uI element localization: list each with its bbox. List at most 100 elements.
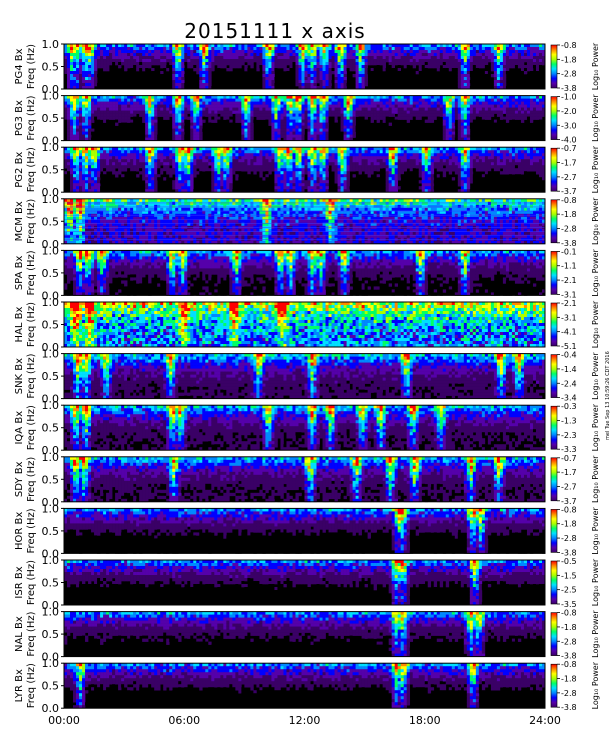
side-note: mel Tue Sep 13 10:59:26 CDT 2016 <box>605 351 611 440</box>
colorbar-tick-label: -1.3 <box>561 417 577 426</box>
y-tick-label: 0.5 <box>42 422 60 435</box>
colorbar-label: Log₁₀ Power <box>591 197 600 245</box>
colorbar-tick-label: -0.7 <box>561 144 577 153</box>
colorbar-tick-label: -0.7 <box>561 454 577 463</box>
y-tick-label: 1.0 <box>42 606 60 619</box>
colorbar-label: Log₁₀ Power <box>591 558 600 606</box>
y-tick-label: 0.5 <box>42 319 60 332</box>
colorbar-tick-label: -2.3 <box>561 431 577 440</box>
colorbar-label: Log₁₀ Power <box>591 352 600 400</box>
x-tick-label: 24:00 <box>529 714 561 727</box>
colorbar-tick-label: -2.8 <box>561 70 577 79</box>
x-tick-label: 18:00 <box>409 714 441 727</box>
y-tick-label: 1.0 <box>42 244 60 257</box>
colorbar-tick-label: -1.7 <box>561 468 577 477</box>
colorbar-tick-label: -0.8 <box>561 660 577 669</box>
freq-axis-label: Freq (Hz) <box>26 199 37 244</box>
station-label: PG3 Bx <box>14 100 25 136</box>
y-tick-label: 1.0 <box>42 193 60 206</box>
station-label: SDY Bx <box>14 461 25 497</box>
freq-axis-label: Freq (Hz) <box>26 95 37 140</box>
station-label: SPA Bx <box>14 256 25 291</box>
colorbar-tick-label: -2.1 <box>561 299 577 308</box>
colorbar-tick-label: -1.8 <box>561 520 577 529</box>
colorbar-tick-label: -0.4 <box>561 351 577 360</box>
colorbar <box>551 613 557 656</box>
colorbar-tick-label: -0.8 <box>561 41 577 50</box>
y-tick-label: 1.0 <box>42 141 60 154</box>
colorbar-label: Log₁₀ Power <box>591 300 600 348</box>
colorbar-tick-label: -2.7 <box>561 482 577 491</box>
station-label: PG4 Bx <box>14 48 25 84</box>
freq-axis-label: Freq (Hz) <box>26 611 37 656</box>
freq-axis-label: Freq (Hz) <box>26 663 37 708</box>
colorbar <box>551 45 557 88</box>
station-label: ISR Bx <box>14 566 25 598</box>
colorbar-tick-label: -0.5 <box>561 557 577 566</box>
colorbar-tick-label: -1.8 <box>561 623 577 632</box>
colorbar-tick-label: -1.8 <box>561 675 577 684</box>
colorbar-tick-label: -1.1 <box>561 262 577 271</box>
colorbar <box>551 251 557 294</box>
freq-axis-label: Freq (Hz) <box>26 147 37 192</box>
colorbar-tick-label: -1.0 <box>561 93 577 102</box>
colorbar-tick-label: -2.8 <box>561 689 577 698</box>
colorbar-tick-label: -1.5 <box>561 571 577 580</box>
y-tick-label: 0.5 <box>42 215 60 228</box>
colorbar <box>551 509 557 552</box>
y-tick-label: 1.0 <box>42 554 60 567</box>
y-tick-label: 0.5 <box>42 473 60 486</box>
y-tick-label: 0.5 <box>42 680 60 693</box>
y-tick-label: 0.5 <box>42 267 60 280</box>
x-tick-label: 12:00 <box>289 714 321 727</box>
colorbar-tick-label: -0.1 <box>561 247 577 256</box>
colorbar-tick-label: -0.8 <box>561 609 577 618</box>
freq-axis-label: Freq (Hz) <box>26 353 37 398</box>
colorbar-tick-label: -1.7 <box>561 159 577 168</box>
y-tick-label: 1.0 <box>42 657 60 670</box>
colorbar-tick-label: -3.1 <box>561 313 577 322</box>
station-label: LYR Bx <box>14 669 25 702</box>
y-tick-label: 1.0 <box>42 296 60 309</box>
colorbar-label: Log₁₀ Power <box>591 610 600 658</box>
freq-axis-label: Freq (Hz) <box>26 302 37 347</box>
station-label: HAL Bx <box>14 306 25 342</box>
y-tick-label: 0.5 <box>42 525 60 538</box>
freq-axis-label: Freq (Hz) <box>26 250 37 295</box>
colorbar-tick-label: -0.8 <box>561 196 577 205</box>
colorbar <box>551 458 557 501</box>
y-tick-label: 0.5 <box>42 164 60 177</box>
colorbar-label: Log₁₀ Power <box>591 403 600 451</box>
colorbar-label: Log₁₀ Power <box>591 455 600 503</box>
colorbar-tick-label: -2.8 <box>561 534 577 543</box>
colorbar-label: Log₁₀ Power <box>591 506 600 554</box>
colorbar-label: Log₁₀ Power <box>591 248 600 296</box>
colorbar-tick-label: -0.8 <box>561 505 577 514</box>
colorbar-tick-label: -2.1 <box>561 276 577 285</box>
y-tick-label: 1.0 <box>42 451 60 464</box>
colorbar-tick-label: -1.8 <box>561 210 577 219</box>
colorbar <box>551 97 557 140</box>
x-tick-label: 06:00 <box>168 714 200 727</box>
colorbar-tick-label: -1.8 <box>561 55 577 64</box>
colorbar-tick-label: -3.0 <box>561 121 577 130</box>
colorbar-tick-label: -2.5 <box>561 586 577 595</box>
y-tick-label: 1.0 <box>42 399 60 412</box>
colorbar-tick-label: -4.1 <box>561 328 577 337</box>
colorbar-tick-label: -0.3 <box>561 402 577 411</box>
colorbar-label: Log₁₀ Power <box>591 145 600 193</box>
station-label: NAL Bx <box>14 616 25 652</box>
y-tick-label: 0.5 <box>42 370 60 383</box>
station-label: MCM Bx <box>14 201 25 241</box>
colorbar-tick-label: -2.0 <box>561 107 577 116</box>
